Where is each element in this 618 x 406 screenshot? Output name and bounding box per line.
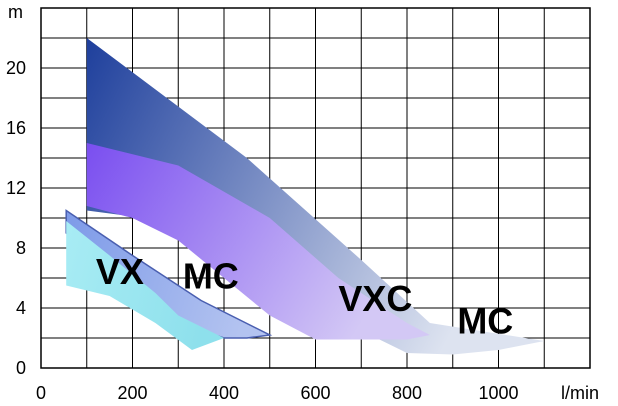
area-series bbox=[65, 38, 545, 355]
y-tick-label: 4 bbox=[16, 298, 26, 318]
x-tick-label: 400 bbox=[209, 383, 239, 403]
series-label-vxc: VXC bbox=[338, 278, 412, 319]
x-tick-label: 600 bbox=[300, 383, 330, 403]
y-tick-label: 8 bbox=[16, 238, 26, 258]
series-label-mc: MC bbox=[183, 256, 239, 297]
series-labels: MC VXC MC VX bbox=[96, 251, 513, 342]
axis-ticks: 0 200 400 600 800 1000 0 4 8 12 16 20 bbox=[6, 58, 519, 403]
x-tick-label: 800 bbox=[392, 383, 422, 403]
plot-frame bbox=[40, 7, 591, 369]
y-axis-unit: m bbox=[8, 2, 23, 22]
y-tick-label: 12 bbox=[6, 178, 26, 198]
x-axis-unit: l/min bbox=[561, 383, 599, 403]
x-tick-label: 200 bbox=[117, 383, 147, 403]
y-tick-label: 20 bbox=[6, 58, 26, 78]
x-tick-label: 0 bbox=[36, 383, 46, 403]
series-label-vx: VX bbox=[96, 251, 144, 292]
area-vx-3 bbox=[66, 221, 224, 350]
y-tick-label: 0 bbox=[16, 358, 26, 378]
y-tick-label: 16 bbox=[6, 118, 26, 138]
area-vxc-1 bbox=[86, 143, 430, 340]
series-label-mc: MC bbox=[457, 301, 513, 342]
x-tick-label: 1000 bbox=[478, 383, 518, 403]
